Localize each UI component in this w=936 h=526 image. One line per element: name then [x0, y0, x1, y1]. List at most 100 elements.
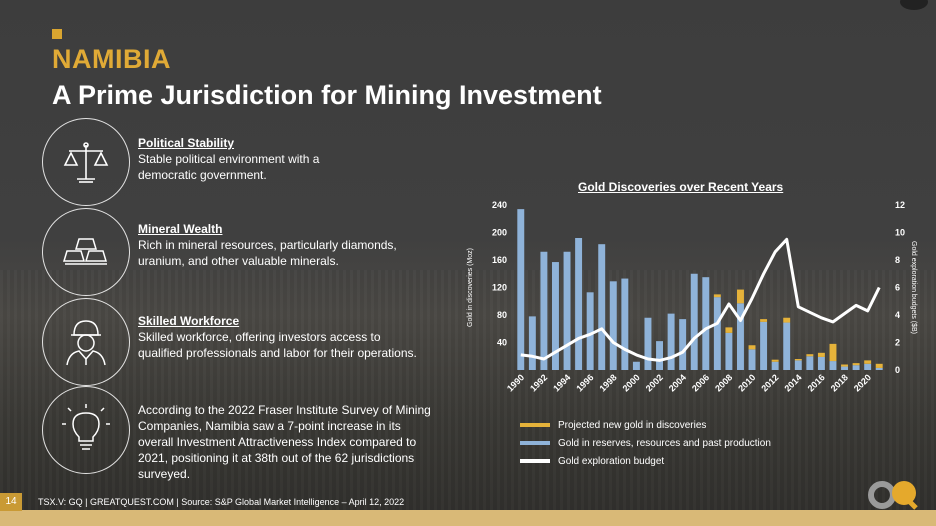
- bar-projected: [841, 364, 848, 367]
- bar-reserves: [598, 244, 606, 370]
- x-tick-label: 1996: [574, 372, 595, 393]
- gold-bars-icon: [42, 208, 130, 296]
- bar-reserves: [690, 273, 698, 370]
- bar-reserves: [609, 281, 617, 370]
- feature-desc-line: Skilled workforce, offering investors ac…: [138, 330, 381, 344]
- bar-reserves: [644, 317, 652, 370]
- feature-desc-line: democratic government.: [138, 168, 267, 182]
- bar-reserves: [679, 319, 687, 370]
- x-tick-label: 1994: [551, 372, 572, 393]
- x-tick-label: 2018: [829, 372, 850, 393]
- bar-reserves: [852, 365, 860, 370]
- legend-item-reserves: Gold in reserves, resources and past pro…: [520, 438, 771, 449]
- scales-icon: [42, 118, 130, 206]
- x-tick-label: 1992: [528, 372, 549, 393]
- feature-desc-mineral-wealth: Rich in mineral resources, particularly …: [138, 237, 397, 269]
- bar-projected: [748, 345, 756, 350]
- bar-reserves: [841, 366, 848, 370]
- bar-projected: [829, 343, 837, 362]
- bar-reserves: [864, 363, 872, 370]
- legend-item-projected: Projected new gold in discoveries: [520, 420, 706, 431]
- y2-tick-label: 4: [895, 310, 900, 320]
- feature-desc-political-stability: Stable political environment with a demo…: [138, 151, 319, 183]
- bar-reserves: [783, 322, 791, 370]
- y2-tick-label: 2: [895, 338, 900, 348]
- feature-desc-line: uranium, and other valuable minerals.: [138, 254, 339, 268]
- x-tick-label: 2014: [782, 372, 803, 393]
- bar-reserves: [829, 361, 837, 370]
- bar-reserves: [563, 251, 571, 370]
- footnote: TSX.V: GQ | GREATQUEST.COM | Source: S&P…: [38, 497, 405, 507]
- feature-desc-line: Rich in mineral resources, particularly …: [138, 238, 397, 252]
- bar-reserves: [748, 349, 756, 370]
- y-tick-label: 120: [492, 283, 507, 293]
- x-tick-label: 2000: [621, 372, 642, 393]
- x-tick-label: 2008: [713, 372, 734, 393]
- bar-projected: [875, 363, 883, 368]
- bar-reserves: [517, 209, 525, 370]
- bar-reserves: [575, 238, 583, 370]
- y2-tick-label: 12: [895, 200, 905, 210]
- legend-swatch: [520, 423, 550, 428]
- feature-desc-line: qualified professionals and labor for th…: [138, 346, 417, 360]
- legend-label: Projected new gold in discoveries: [558, 420, 707, 431]
- background-landscape: [0, 270, 936, 526]
- bar-projected: [817, 352, 825, 357]
- bar-reserves: [656, 341, 663, 370]
- bar-projected: [760, 319, 768, 322]
- worker-icon: [42, 298, 130, 386]
- bar-reserves: [760, 321, 768, 370]
- feature-desc-line: Stable political environment with a: [138, 152, 320, 166]
- x-tick-label: 1998: [597, 372, 618, 393]
- bar-reserves: [540, 251, 548, 370]
- gold-discoveries-chart: Gold in discoveries (Moz) Gold exploratio…: [467, 200, 917, 394]
- bar-reserves: [713, 297, 721, 370]
- chart-title: Gold Discoveries over Recent Years: [578, 180, 784, 194]
- bar-projected: [806, 354, 814, 357]
- x-tick-label: 2010: [736, 372, 757, 393]
- feature-title-skilled-workforce: Skilled Workforce: [138, 314, 240, 328]
- y2-tick-label: 8: [895, 255, 900, 265]
- country-title: NAMIBIA: [52, 44, 171, 74]
- y-tick-label: 80: [497, 310, 507, 320]
- x-tick-label: 2004: [667, 372, 688, 393]
- x-tick-label: 1990: [505, 372, 526, 393]
- x-tick-label: 2002: [644, 372, 665, 393]
- y2-tick-label: 10: [895, 228, 905, 238]
- bar-projected: [771, 359, 779, 362]
- lightbulb-icon: [42, 386, 130, 474]
- legend-swatch: [520, 459, 550, 464]
- bar-projected: [794, 359, 802, 361]
- legend-label: Gold in reserves, resources and past pro…: [558, 438, 771, 449]
- y-tick-label: 160: [492, 255, 507, 265]
- line-budget: [520, 237, 881, 362]
- feature-desc-skilled-workforce: Skilled workforce, offering investors ac…: [138, 329, 417, 361]
- feature-title-mineral-wealth: Mineral Wealth: [138, 222, 223, 236]
- bar-reserves: [806, 356, 814, 370]
- y-tick-label: 40: [497, 338, 507, 348]
- bar-reserves: [702, 277, 710, 370]
- bar-reserves: [725, 332, 733, 370]
- x-tick-label: 2016: [806, 372, 827, 393]
- bar-projected: [725, 327, 733, 333]
- page-number: 14: [0, 493, 22, 511]
- x-tick-label: 2012: [759, 372, 780, 393]
- legend-item-budget: Gold exploration budget: [520, 456, 664, 467]
- bar-reserves: [737, 303, 744, 370]
- bar-reserves: [875, 367, 883, 370]
- bar-projected: [852, 363, 860, 366]
- y-tick-label: 200: [492, 228, 507, 238]
- y-tick-label: 240: [492, 200, 507, 210]
- accent-square: [52, 29, 62, 39]
- bar-reserves: [552, 262, 559, 370]
- bar-reserves: [667, 313, 675, 370]
- feature-title-political-stability: Political Stability: [138, 136, 235, 150]
- footer-bar: [0, 510, 936, 526]
- bar-projected: [713, 294, 721, 298]
- y2-tick-label: 6: [895, 283, 900, 293]
- bar-reserves: [632, 361, 640, 370]
- bar-reserves: [621, 278, 629, 370]
- bar-reserves: [586, 292, 594, 370]
- x-tick-label: 2006: [690, 372, 711, 393]
- bar-reserves: [771, 361, 779, 370]
